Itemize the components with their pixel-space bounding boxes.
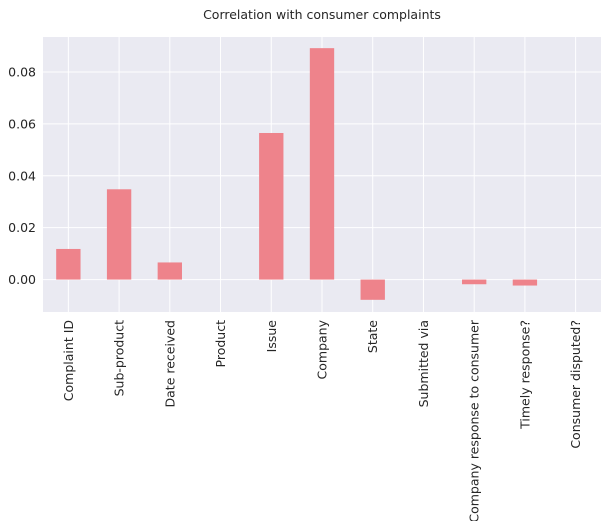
y-axis-ticks: 0.00 0.02 0.04 0.06 0.08 [8,65,36,288]
bar-company-response-to-consumer [462,279,487,285]
bar-sub-product [106,189,132,280]
y-tick-label: 0.02 [8,220,36,235]
bar-date-received [157,262,182,280]
chart-title: Correlation with consumer complaints [203,7,441,22]
bar-issue [259,132,284,280]
x-tick-label: State [365,320,380,353]
x-tick-label: Date received [162,320,177,407]
bar-state [360,279,385,300]
y-tick-label: 0.00 [8,272,36,287]
x-tick-label: Consumer disputed? [568,320,583,449]
x-tick-label: Sub-product [112,320,127,396]
y-tick-label: 0.04 [8,168,36,183]
y-tick-label: 0.08 [8,65,36,80]
x-tick-label: Timely response? [517,320,532,430]
bars [56,48,538,300]
x-tick-label: Company [315,319,330,379]
x-tick-label: Product [213,320,228,368]
x-tick-label: Issue [264,320,279,353]
bar-complaint-id [56,248,81,280]
x-tick-label: Submitted via [416,320,431,407]
x-axis-ticks: Complaint ID Sub-product Date received Prod… [61,319,583,521]
x-tick-label: Company response to consumer [467,319,482,521]
bar-timely-response [512,279,538,286]
bar-company [309,48,335,280]
x-tick-label: Complaint ID [61,320,76,401]
y-tick-label: 0.06 [8,116,36,131]
